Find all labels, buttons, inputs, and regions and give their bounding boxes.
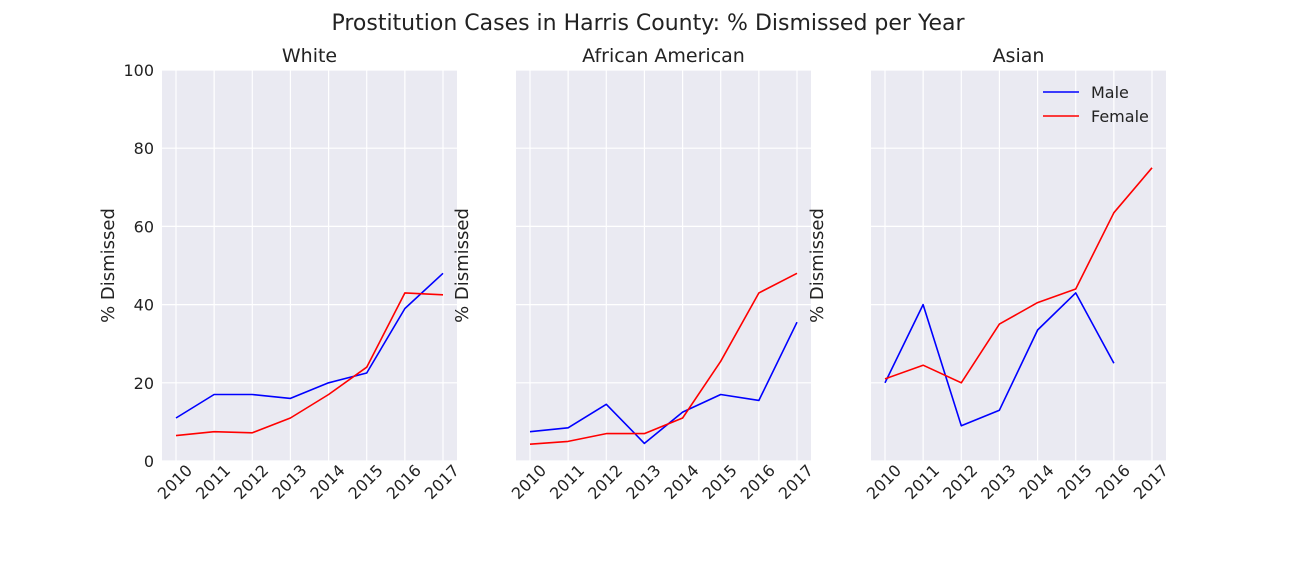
legend-label-female: Female [1091,107,1149,126]
panel-title-african-american: African American [582,45,745,67]
y-axis-label: % Dismissed [807,208,828,323]
x-tick-label: 2017 [421,461,463,503]
x-tick-label: 2014 [1015,461,1057,503]
x-tick-label: 2010 [508,461,550,503]
x-tick-label: 2013 [622,461,664,503]
x-tick-label: 2015 [699,461,741,503]
x-tick-label: 2017 [775,461,817,503]
x-tick-label: 2013 [268,461,310,503]
y-tick-label: 100 [123,61,154,80]
x-tick-label: 2010 [154,461,196,503]
x-tick-label: 2011 [546,461,588,503]
panel-title-white: White [282,45,337,67]
series-line-white-female [175,292,444,437]
plot-area-white [162,70,457,461]
x-tick-label: 2013 [977,461,1019,503]
y-axis-label: % Dismissed [98,208,119,323]
plot-area-asian [871,70,1166,461]
x-tick-label: 2016 [383,461,425,503]
x-tick-label: 2014 [306,461,348,503]
y-tick-label: 60 [134,217,154,236]
x-tick-label: 2016 [1092,461,1134,503]
x-tick-label: 2010 [863,461,905,503]
x-tick-label: 2015 [345,461,387,503]
y-tick-label: 0 [144,452,154,471]
y-tick-label: 20 [134,374,154,393]
series-line-african-american-male [529,321,798,445]
x-tick-label: 2011 [901,461,943,503]
x-tick-label: 2017 [1130,461,1172,503]
x-tick-label: 2016 [737,461,779,503]
panel-title-asian: Asian [993,45,1045,67]
series-line-asian-female [884,167,1153,384]
x-tick-label: 2011 [192,461,234,503]
x-tick-label: 2012 [584,461,626,503]
chart-title: Prostitution Cases in Harris County: % D… [331,11,965,36]
y-tick-label: 40 [134,296,154,315]
y-axis-label: % Dismissed [452,208,473,323]
plot-area-african-american [516,70,811,461]
series-line-african-american-female [529,272,798,445]
x-tick-label: 2015 [1054,461,1096,503]
x-tick-label: 2014 [660,461,702,503]
x-tick-label: 2012 [939,461,981,503]
series-line-asian-male [884,292,1115,427]
series-line-white-male [175,272,444,419]
y-tick-label: 80 [134,139,154,158]
x-tick-label: 2012 [230,461,272,503]
legend-label-male: Male [1091,83,1129,102]
